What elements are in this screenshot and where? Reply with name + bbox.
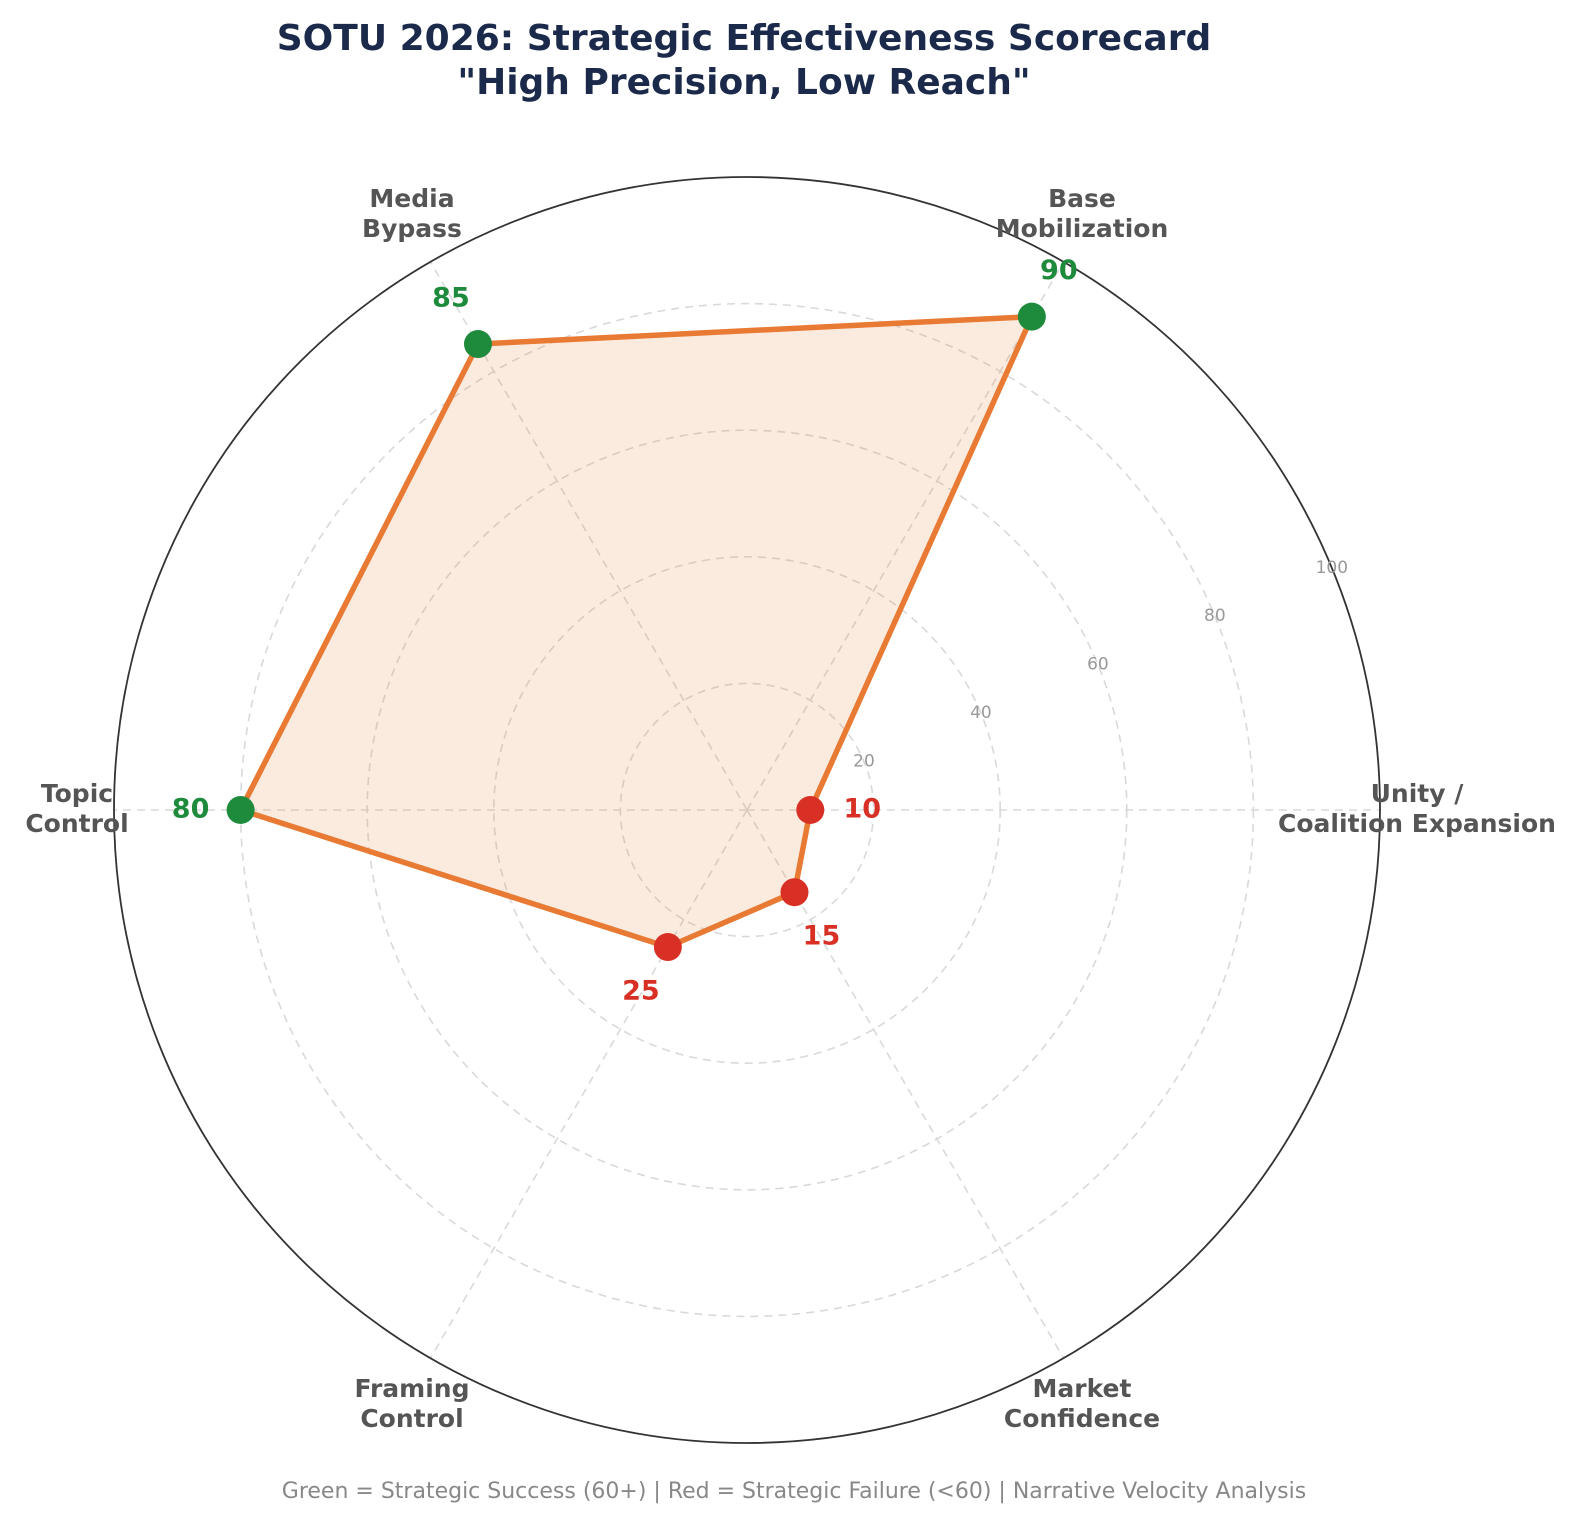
data-value-label: 10	[844, 794, 882, 825]
radial-tick-label: 20	[853, 752, 875, 772]
category-label-line: Coalition Expansion	[1278, 809, 1556, 838]
category-label-line: Control	[360, 1404, 463, 1433]
data-value-label: 85	[432, 283, 470, 314]
category-label-line: Media	[369, 184, 454, 213]
chart-title-line-2: "High Precision, Low Reach"	[457, 62, 1030, 103]
category-label-line: Topic	[41, 779, 113, 808]
category-label-line: Market	[1033, 1374, 1132, 1403]
data-point-marker	[780, 878, 809, 907]
data-point-marker	[653, 933, 682, 962]
category-label-line: Confidence	[1004, 1404, 1160, 1433]
outer-frame-circle	[113, 176, 1381, 1444]
category-label-line: Mobilization	[996, 214, 1169, 243]
radial-tick-label: 100	[1316, 558, 1348, 578]
grid-spoke	[746, 261, 1065, 811]
chart-footnote: Green = Strategic Success (60+) | Red = …	[282, 1479, 1306, 1504]
category-label: Unity /Coalition Expansion	[1278, 779, 1556, 838]
data-point-marker	[463, 330, 492, 359]
category-label-line: Framing	[355, 1374, 470, 1403]
category-label-line: Bypass	[362, 214, 462, 243]
category-label-line: Base	[1048, 184, 1116, 213]
grid-spoke	[429, 261, 748, 811]
data-value-label: 80	[172, 794, 210, 825]
data-value-label: 90	[1040, 255, 1078, 286]
radar-labels: 10 90 85 80 25 15 Unity /Coalition Expansion Ba…	[25, 184, 1556, 1433]
category-label-line: Control	[25, 809, 128, 838]
data-point-marker	[226, 796, 255, 824]
grid-spoke	[429, 809, 748, 1359]
chart-title-line-1: SOTU 2026: Strategic Effectiveness Score…	[277, 18, 1211, 59]
category-label-line: Unity /	[1371, 779, 1465, 808]
data-point-marker	[796, 796, 825, 824]
radial-tick-label: 60	[1087, 655, 1109, 675]
radial-tick-label: 80	[1204, 606, 1226, 626]
data-point-marker	[1017, 302, 1046, 331]
radar-data	[226, 302, 1046, 962]
radial-tick-label: 40	[970, 703, 992, 723]
data-value-label: 25	[622, 976, 660, 1007]
data-value-label: 15	[803, 921, 841, 952]
series-fill-area	[240, 316, 1032, 948]
